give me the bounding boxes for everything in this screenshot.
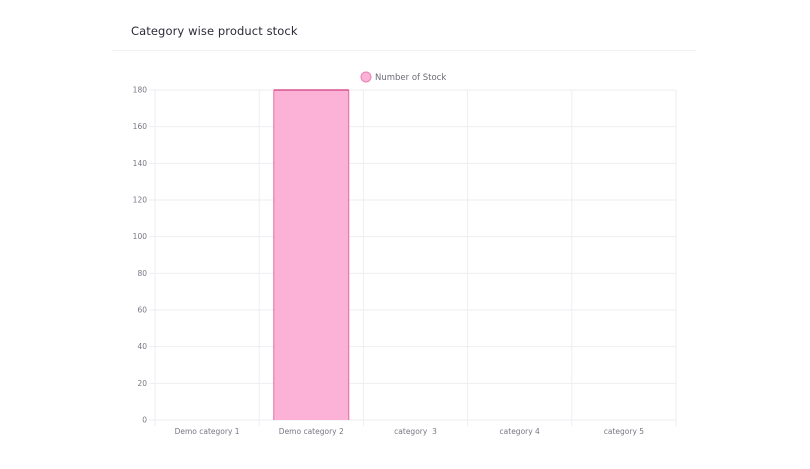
legend[interactable]: Number of Stock	[360, 71, 446, 83]
card-divider	[112, 50, 696, 51]
y-tick-label: 20	[137, 379, 147, 388]
x-tick-label: Demo category 1	[175, 427, 240, 436]
card-title: Category wise product stock	[131, 24, 298, 38]
x-tick-label: category 5	[604, 427, 645, 436]
bar[interactable]	[273, 90, 349, 420]
grid-lines	[149, 89, 677, 426]
x-tick-label: Demo category 2	[279, 427, 344, 436]
y-tick-label: 80	[137, 269, 147, 278]
y-tick-label: 0	[142, 416, 147, 425]
chart-card: Category wise product stock	[112, 0, 696, 469]
x-tick-label: category 3	[394, 427, 437, 436]
y-axis-ticks: 0 20 40 60 80 100 120 140 160 180	[133, 86, 148, 425]
y-tick-label: 140	[133, 159, 148, 168]
y-tick-label: 160	[133, 122, 148, 131]
y-tick-label: 40	[137, 342, 147, 351]
legend-swatch[interactable]	[360, 71, 372, 83]
y-tick-label: 180	[133, 86, 148, 95]
x-axis-ticks: Demo category 1 Demo category 2 category 3…	[175, 427, 645, 436]
y-tick-label: 60	[137, 306, 147, 315]
x-tick-label: category 4	[500, 427, 541, 436]
legend-label[interactable]: Number of Stock	[375, 73, 446, 83]
y-tick-label: 100	[133, 232, 148, 241]
y-tick-label: 120	[133, 196, 148, 205]
bars	[273, 89, 350, 420]
